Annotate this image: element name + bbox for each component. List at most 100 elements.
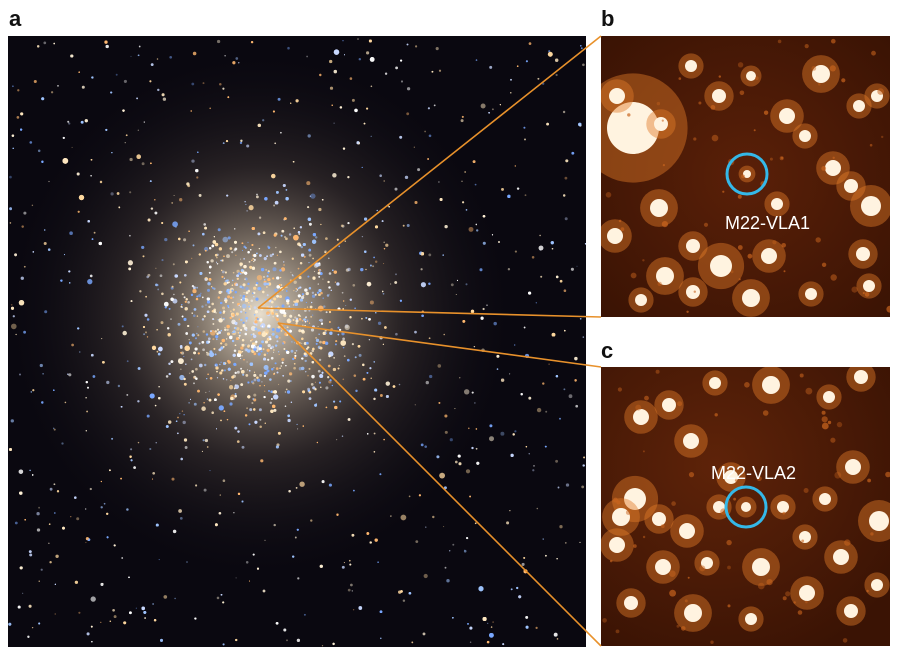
cluster-star (320, 322, 324, 325)
cluster-star (151, 478, 154, 480)
cluster-star (228, 292, 230, 294)
cluster-star (435, 47, 439, 51)
cluster-star (172, 529, 177, 534)
cluster-star (368, 39, 372, 43)
cluster-star (335, 340, 338, 343)
cluster-star (20, 276, 24, 280)
cluster-star (313, 270, 316, 273)
cluster-star (285, 323, 288, 325)
cluster-star (414, 330, 417, 334)
cluster-star (9, 207, 13, 211)
cluster-star (89, 274, 93, 278)
cluster-star (74, 496, 77, 499)
cluster-star (191, 159, 195, 163)
cluster-star (438, 181, 440, 183)
cluster-star (469, 495, 471, 498)
cluster-star (349, 563, 352, 566)
cluster-star (564, 176, 568, 180)
cluster-star (242, 321, 245, 324)
cluster-star (144, 313, 148, 317)
cluster-star (273, 394, 279, 400)
cluster-star (109, 620, 112, 622)
cluster-star (559, 279, 563, 283)
cluster-star (331, 384, 334, 387)
cluster-star (18, 469, 24, 474)
cluster-star (246, 361, 248, 363)
cluster-star (328, 293, 330, 295)
cluster-star (565, 483, 570, 487)
cluster-star (222, 87, 225, 90)
cluster-star (384, 326, 387, 329)
cluster-star (214, 523, 218, 527)
cluster-star (301, 319, 304, 322)
cluster-star (19, 566, 23, 570)
cluster-star (111, 151, 113, 154)
star (805, 288, 817, 300)
faint-star (677, 401, 683, 407)
cluster-star (22, 592, 24, 594)
cluster-star (263, 385, 265, 387)
cluster-star (188, 341, 192, 345)
cluster-star (256, 324, 258, 326)
cluster-star (553, 632, 558, 637)
cluster-star (279, 250, 282, 254)
cluster-star (351, 343, 354, 346)
cluster-star (246, 369, 249, 371)
cluster-star (210, 259, 214, 263)
cluster-star (306, 55, 308, 58)
cluster-star (338, 245, 340, 248)
cluster-star (263, 257, 267, 261)
cluster-star (374, 225, 379, 229)
cluster-star (302, 425, 304, 427)
cluster-star (71, 343, 74, 347)
cluster-star (177, 322, 181, 326)
cluster-star (259, 385, 261, 387)
cluster-star (217, 296, 220, 299)
faint-star (818, 83, 821, 86)
cluster-star (337, 307, 341, 311)
star (761, 248, 777, 264)
cluster-star (241, 242, 244, 245)
source-circle-vla1 (725, 152, 769, 196)
cluster-star (253, 334, 257, 338)
cluster-star (377, 561, 379, 563)
star (686, 239, 700, 253)
cluster-star (110, 91, 113, 94)
cluster-star (296, 638, 300, 643)
cluster-star (261, 340, 264, 344)
cluster-star (241, 303, 247, 309)
cluster-star (320, 223, 322, 226)
cluster-star (208, 390, 210, 392)
cluster-star (187, 300, 190, 304)
cluster-star (212, 287, 214, 289)
cluster-star (55, 554, 59, 558)
cluster-star (239, 285, 243, 289)
cluster-star (226, 254, 230, 259)
cluster-star (537, 77, 540, 80)
cluster-star (413, 146, 415, 148)
cluster-star (90, 158, 93, 161)
cluster-star (333, 49, 340, 55)
cluster-star (479, 268, 483, 272)
star (609, 88, 625, 104)
cluster-star (439, 198, 443, 201)
faint-star (747, 253, 753, 259)
cluster-star (32, 389, 35, 392)
cluster-star (106, 380, 110, 385)
cluster-star (322, 297, 324, 299)
cluster-star (223, 282, 227, 286)
cluster-star (90, 596, 96, 602)
cluster-star (261, 381, 263, 383)
cluster-star (238, 331, 241, 334)
cluster-star (263, 279, 266, 281)
cluster-star (295, 288, 297, 290)
cluster-star (297, 267, 300, 270)
cluster-star (246, 144, 250, 148)
cluster-star (171, 285, 174, 288)
cluster-star (349, 298, 352, 301)
cluster-star (174, 225, 178, 229)
cluster-star (307, 346, 310, 349)
cluster-star (354, 307, 356, 309)
faint-star (867, 478, 871, 483)
cluster-star (329, 331, 333, 335)
